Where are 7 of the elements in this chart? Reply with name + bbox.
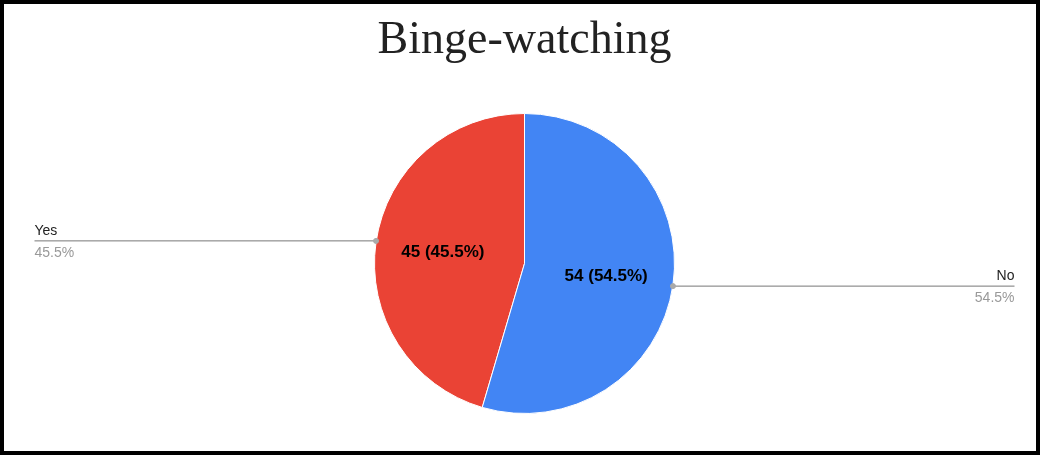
text: 54.5% (974, 289, 1015, 306)
text: 45.5% (34, 244, 75, 261)
slice-label: Yes (34, 221, 58, 238)
data-label: 54 (54.5%) (564, 266, 648, 286)
data-label: 45 (45.5%) (401, 241, 485, 261)
chart-title: Binge-watching (377, 11, 672, 63)
slice-label: No (996, 266, 1015, 283)
